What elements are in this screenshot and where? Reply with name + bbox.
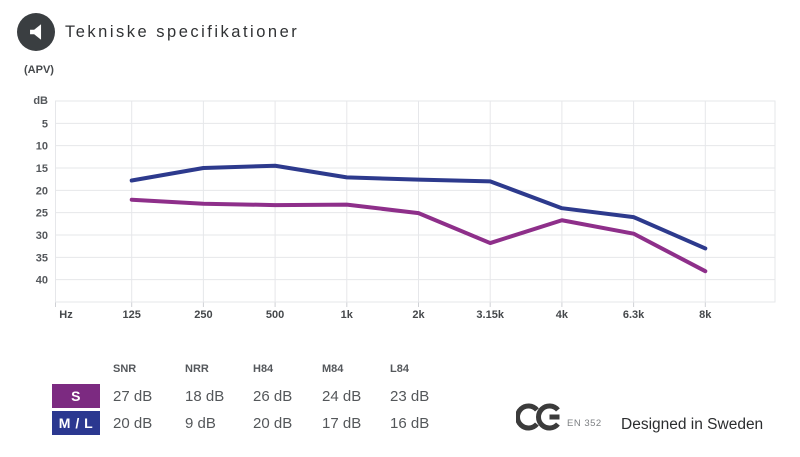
ce-certification: EN 352 — [516, 402, 602, 432]
attenuation-values-table: SNR NRR H84 M84 L84 S 27 dB 18 dB 26 dB … — [52, 356, 458, 437]
svg-text:10: 10 — [36, 141, 48, 153]
svg-text:20: 20 — [36, 185, 48, 197]
ce-standard-label: EN 352 — [567, 418, 602, 429]
ml-snr-value: 20 dB — [113, 415, 153, 432]
svg-text:5: 5 — [42, 118, 48, 130]
table-header-h84: H84 — [253, 363, 274, 375]
table-header-m84: M84 — [322, 363, 344, 375]
svg-text:25: 25 — [36, 208, 48, 220]
svg-text:500: 500 — [266, 309, 284, 321]
ml-nrr-value: 9 dB — [185, 415, 216, 432]
table-row: M / L — [52, 410, 113, 437]
ce-mark-icon — [516, 403, 560, 431]
section-header: Tekniske specifikationer — [17, 13, 299, 51]
speaker-glyph — [30, 24, 42, 40]
s-snr-value: 27 dB — [113, 388, 153, 405]
ml-m84-value: 17 dB — [322, 415, 362, 432]
svg-text:Hz: Hz — [59, 309, 73, 321]
table-row: S — [52, 383, 113, 410]
s-h84-value: 26 dB — [253, 388, 293, 405]
svg-text:3.15k: 3.15k — [476, 309, 504, 321]
svg-text:2k: 2k — [412, 309, 425, 321]
svg-text:40: 40 — [36, 275, 48, 287]
apv-unit-label: (APV) — [24, 64, 54, 76]
size-s-badge: S — [52, 384, 100, 408]
table-header-nrr: NRR — [185, 363, 209, 375]
size-ml-badge: M / L — [52, 411, 100, 435]
svg-text:dB: dB — [33, 95, 48, 107]
table-header-spacer — [52, 356, 113, 383]
svg-text:125: 125 — [123, 309, 141, 321]
s-nrr-value: 18 dB — [185, 388, 225, 405]
svg-text:6.3k: 6.3k — [623, 309, 645, 321]
svg-text:35: 35 — [36, 252, 48, 264]
table-header-snr: SNR — [113, 363, 137, 375]
svg-text:250: 250 — [194, 309, 212, 321]
s-l84-value: 23 dB — [390, 388, 430, 405]
svg-text:15: 15 — [36, 163, 48, 175]
s-m84-value: 24 dB — [322, 388, 362, 405]
section-title: Tekniske specifikationer — [65, 22, 300, 41]
svg-text:1k: 1k — [341, 309, 354, 321]
ml-l84-value: 16 dB — [390, 415, 430, 432]
designed-in-sweden-label: Designed in Sweden — [621, 416, 764, 433]
attenuation-line-chart: 5 10 15 20 25 30 35 40 dB 125 250 500 1k 2k 3.15k 4k 6.3… — [33, 95, 776, 321]
speaker-icon — [17, 13, 55, 51]
table-header-l84: L84 — [390, 363, 409, 375]
svg-text:4k: 4k — [556, 309, 569, 321]
ml-h84-value: 20 dB — [253, 415, 293, 432]
svg-text:8k: 8k — [699, 309, 712, 321]
svg-text:30: 30 — [36, 230, 48, 242]
